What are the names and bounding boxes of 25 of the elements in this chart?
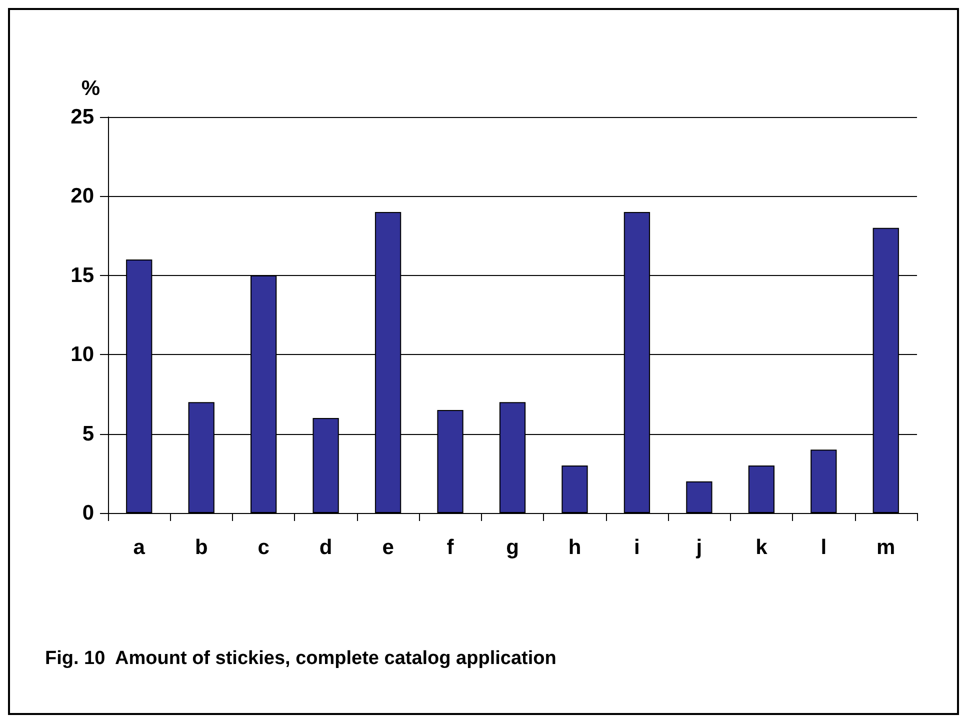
- x-tick-label: c: [258, 536, 270, 559]
- bar: [562, 465, 588, 513]
- y-tick-label: 10: [70, 343, 94, 366]
- text: Fig. 10 Amount of stickies, complete catalog application: [45, 648, 556, 669]
- x-tick-label: h: [568, 536, 582, 559]
- x-tick-label: e: [382, 536, 394, 559]
- x-tick-label: d: [319, 536, 332, 559]
- x-tick-label: a: [133, 536, 146, 559]
- y-tick-label: 25: [70, 106, 94, 128]
- bar: [810, 450, 837, 513]
- x-tick-label: g: [506, 536, 519, 559]
- y-tick-label: 0: [82, 502, 94, 524]
- bar: [748, 465, 774, 513]
- y-tick-label: 20: [70, 184, 94, 208]
- x-tick-label: b: [194, 536, 208, 559]
- x-tick-label: i: [634, 536, 640, 559]
- x-tick-label: l: [820, 536, 827, 559]
- bar: [686, 481, 712, 513]
- x-tick-label: f: [446, 536, 455, 559]
- y-tick-label: 15: [70, 264, 94, 287]
- x-tick-label: j: [695, 536, 702, 559]
- x-tick-label: k: [756, 536, 768, 559]
- y-axis-title: %: [81, 77, 100, 100]
- y-tick-label: 5: [82, 422, 94, 446]
- x-tick-label: m: [876, 536, 896, 559]
